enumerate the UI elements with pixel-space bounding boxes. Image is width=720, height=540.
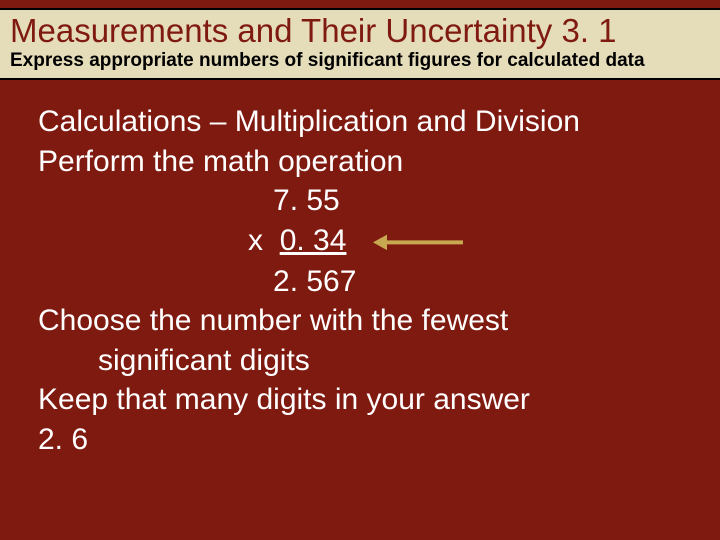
body-line-5: 2. 6 [38,420,700,460]
slide-title: Measurements and Their Uncertainty 3. 1 [10,12,710,50]
operand1-text: 7. 55 [273,184,340,217]
body-line-1: Calculations – Multiplication and Divisi… [38,102,700,142]
body-line-4: Keep that many digits in your answer [38,380,700,420]
slide-subtitle: Express appropriate numbers of significa… [10,50,710,72]
result-raw-text: 2. 567 [273,265,356,298]
math-raw-result: 2. 567 [248,262,700,302]
body-line-3b: significant digits [38,341,700,381]
content-area: Calculations – Multiplication and Divisi… [38,102,700,460]
operand2-text: 0. 34 [280,224,347,257]
arrow-left-icon [373,222,463,262]
math-operand-2-row: x 0. 34 [248,221,700,262]
slide: Measurements and Their Uncertainty 3. 1 … [0,0,720,540]
math-operand-1: 7. 55 [248,181,700,221]
operator-text: x [248,224,263,257]
body-line-3a: Choose the number with the fewest [38,301,700,341]
header-band: Measurements and Their Uncertainty 3. 1 … [0,8,720,80]
body-line-2: Perform the math operation [38,142,700,182]
math-block: 7. 55 x 0. 34 2. 567 [38,181,700,301]
